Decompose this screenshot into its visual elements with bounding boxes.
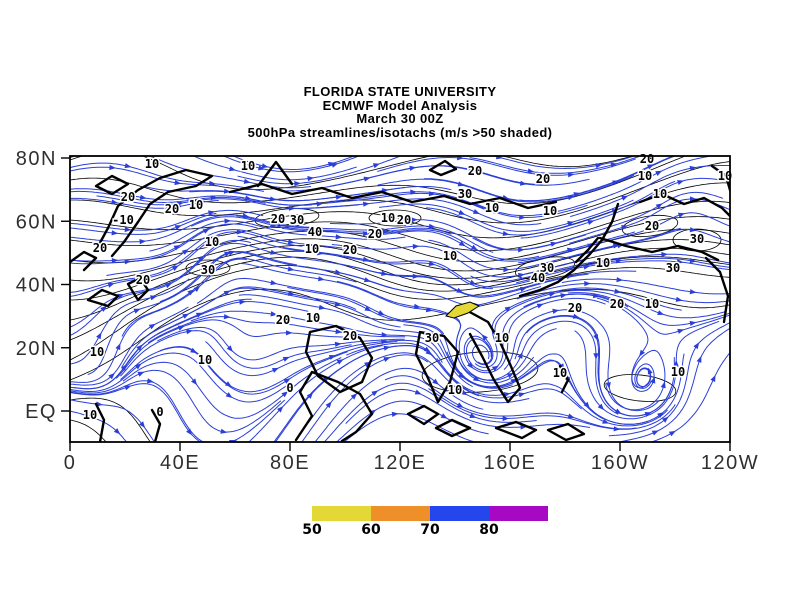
isotach-label: 10 [485,201,499,215]
isotach-label: 10 [90,345,104,359]
isotach-label: 10 [645,297,659,311]
legend-tick-label: 60 [361,522,381,538]
isotach-label: 10 [448,383,462,397]
isotach-label: 10 [241,159,255,173]
y-axis-tick-label: 80N [16,148,57,170]
y-axis-tick-label: EQ [25,401,57,423]
isotach-label: 10 [198,353,212,367]
isotach-contours [70,156,730,442]
title-line-model: ECMWF Model Analysis [322,97,478,113]
title-line-datetime: March 30 00Z [356,111,444,126]
isotach-label: 10 [189,198,203,212]
streamline-arrows [84,156,716,442]
title-line-institution: FLORIDA STATE UNIVERSITY [303,84,497,99]
isotach-label: 20 [568,301,582,315]
isotach-label: 20 [343,329,357,343]
shaded-isotach-area [445,301,481,319]
x-axis-tick-label: 0 [64,452,77,474]
isotach-label: 10 [305,242,319,256]
x-axis-tick-label: 40E [160,452,200,474]
isotach-label: 40 [531,271,545,285]
isotach-label: 20 [536,172,550,186]
isotach-label: 10 [443,249,457,263]
isotach-label: 30 [425,331,439,345]
isotach-label: 30 [201,263,215,277]
legend-tick-label: 80 [479,522,499,538]
isotach-label: 10 [381,211,395,225]
isotach-label: 20 [397,213,411,227]
coastlines [70,159,730,442]
x-axis-tick-label: 120E [374,452,427,474]
legend-bin-50 [312,506,371,521]
y-axis-tick-label: 40N [16,275,57,297]
isotach-label: 30 [540,261,554,275]
y-axis-tick-label: 60N [16,211,57,233]
isotach-label: 10 [306,311,320,325]
isotach-label: 20 [468,164,482,178]
isotach-label: 0 [286,381,293,395]
isotach-label: 10 [495,331,509,345]
isotach-label: 10 [205,235,219,249]
x-axis-tick-label: 80E [270,452,310,474]
isotach-label: 30 [458,187,472,201]
isotach-label: 10 [653,187,667,201]
isotach-label: 10 [553,366,567,380]
legend-tick-label: 70 [420,522,440,538]
isotach-label: 10 [638,169,652,183]
isotach-label: 30 [690,232,704,246]
legend-bin-60 [371,506,430,521]
isotach-label: 30 [666,261,680,275]
isotach-label: 30 [290,213,304,227]
isotach-label: 20 [165,202,179,216]
isotach-label: 20 [271,212,285,226]
isotach-label: 20 [645,219,659,233]
x-axis-tick-label: 160E [484,452,537,474]
plot-title-block: FLORIDA STATE UNIVERSITY ECMWF Model Ana… [0,85,800,139]
isotach-label: 10 [596,256,610,270]
isotach-label: 10 [671,365,685,379]
y-axis-tick-label: 20N [16,338,57,360]
x-axis-tick-label: 120W [701,452,759,474]
x-axis-tick-label: 160W [591,452,649,474]
isotach-label: 40 [308,225,322,239]
isotach-label: 0 [156,405,163,419]
isotach-label: 20 [610,297,624,311]
isotach-label: 20 [121,190,135,204]
isotach-label: 20 [93,241,107,255]
legend-bin-80 [489,506,548,521]
title-line-field: 500hPa streamlines/isotachs (m/s >50 sha… [247,124,553,140]
legend-bin-70 [430,506,489,521]
isotach-label: 10 [543,204,557,218]
isotach-label: -10 [112,213,134,227]
legend-tick-label: 50 [302,522,322,538]
isotach-label: 20 [368,227,382,241]
isotach-label: 10 [145,157,159,171]
isotach-legend-bar [312,506,548,521]
isotach-label: 20 [136,273,150,287]
isotach-label: 20 [640,152,654,166]
isotach-label: 20 [276,313,290,327]
isotach-label: 10 [83,408,97,422]
isotach-label: 20 [343,243,357,257]
